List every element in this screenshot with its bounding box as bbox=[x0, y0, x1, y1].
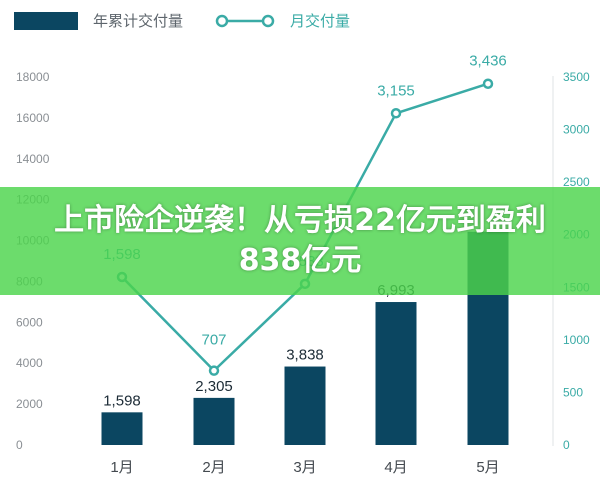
line-data-label: 707 bbox=[201, 332, 226, 349]
x-category-label: 1月 bbox=[110, 459, 133, 476]
y-left-tick-label: 0 bbox=[16, 438, 23, 452]
headline-banner: 上市险企逆袭！从亏损22亿元到盈利838亿元 bbox=[0, 187, 600, 295]
line-data-label: 3,436 bbox=[469, 53, 507, 70]
headline-text: 上市险企逆袭！从亏损22亿元到盈利838亿元 bbox=[54, 203, 546, 278]
line-point bbox=[390, 108, 402, 119]
y-right-tick-label: 3500 bbox=[563, 70, 590, 84]
y-left-tick-label: 4000 bbox=[16, 356, 43, 370]
bar bbox=[101, 412, 143, 445]
x-category-label: 3月 bbox=[293, 459, 316, 476]
bar-data-label: 2,305 bbox=[195, 378, 233, 395]
bar-data-label: 1,598 bbox=[103, 392, 141, 409]
x-category-label: 5月 bbox=[476, 459, 499, 476]
bar bbox=[375, 302, 417, 445]
legend-bar-swatch bbox=[14, 12, 78, 30]
x-category-label: 2月 bbox=[202, 459, 225, 476]
bar-data-label: 3,838 bbox=[286, 347, 324, 364]
y-right-tick-label: 0 bbox=[563, 438, 570, 452]
x-category-label: 4月 bbox=[384, 459, 407, 476]
legend-line-label: 月交付量 bbox=[290, 12, 350, 30]
line-point bbox=[208, 365, 220, 376]
y-right-tick-label: 2500 bbox=[563, 175, 590, 189]
y-right-tick-label: 500 bbox=[563, 385, 583, 399]
y-left-tick-label: 14000 bbox=[16, 152, 50, 166]
y-left-tick-label: 18000 bbox=[16, 70, 50, 84]
legend-line-marker bbox=[215, 14, 229, 28]
line-data-label: 3,155 bbox=[377, 82, 415, 99]
y-left-tick-label: 2000 bbox=[16, 397, 43, 411]
legend-line-marker bbox=[261, 14, 275, 28]
y-right-tick-label: 1000 bbox=[563, 333, 590, 347]
legend-bar-label: 年累计交付量 bbox=[93, 12, 183, 30]
y-right-tick-label: 3000 bbox=[563, 123, 590, 137]
y-left-tick-label: 6000 bbox=[16, 315, 43, 329]
bar bbox=[193, 397, 235, 445]
y-left-tick-label: 16000 bbox=[16, 111, 50, 125]
bar bbox=[284, 366, 326, 445]
line-point bbox=[482, 78, 494, 89]
